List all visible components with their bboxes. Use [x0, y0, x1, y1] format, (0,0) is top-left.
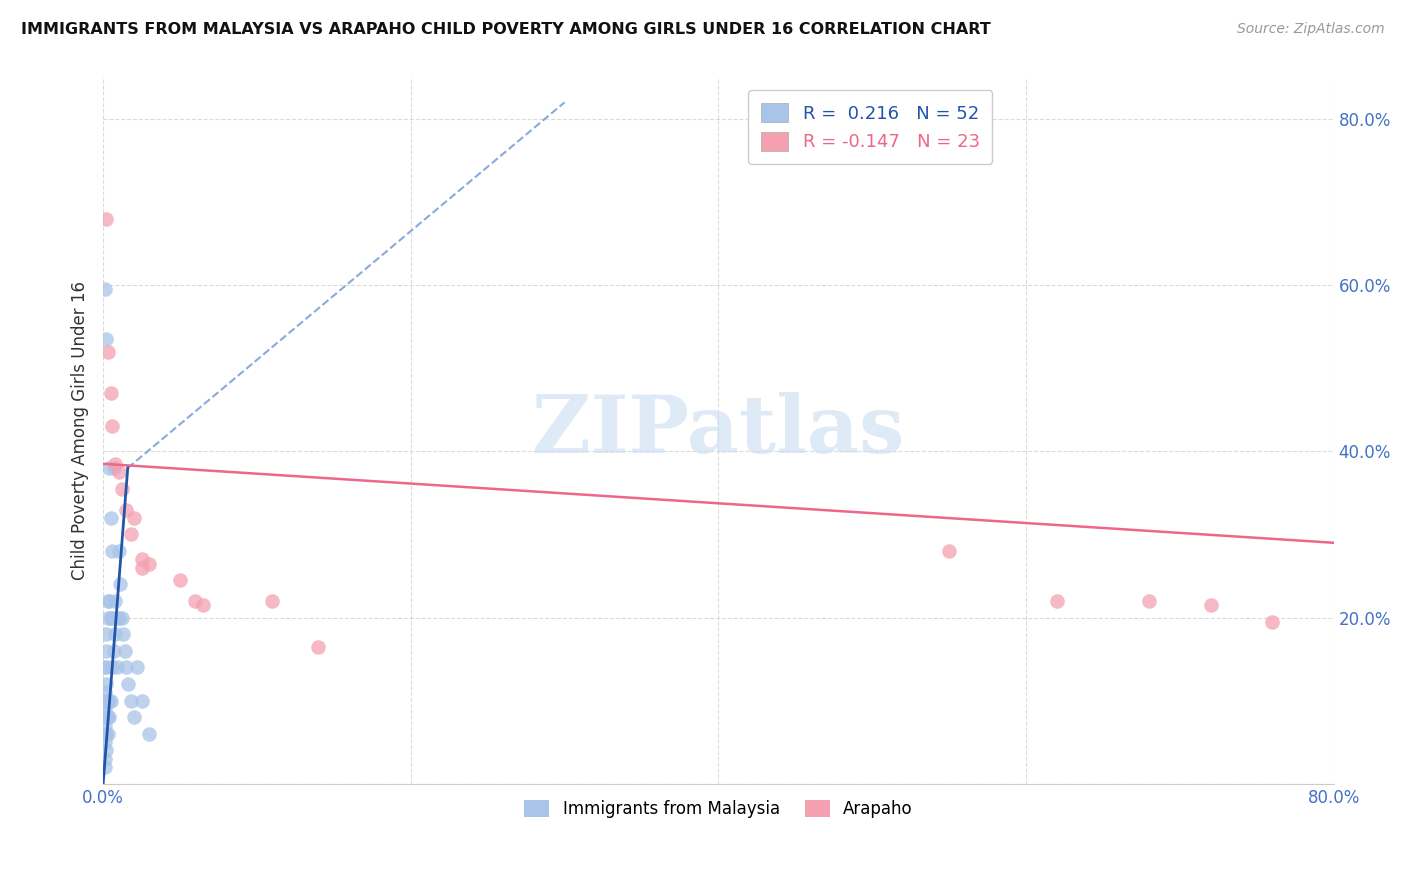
Point [93, 702, 115, 716]
Point [100, 610, 122, 624]
Point [96, 743, 118, 757]
Point [97, 344, 120, 359]
Text: IMMIGRANTS FROM MALAYSIA VS ARAPAHO CHILD POVERTY AMONG GIRLS UNDER 16 CORRELATI: IMMIGRANTS FROM MALAYSIA VS ARAPAHO CHIL… [21, 22, 991, 37]
Point [107, 465, 129, 479]
Point [96, 677, 118, 691]
Point [938, 544, 960, 558]
Point [1261, 615, 1284, 629]
Point [110, 482, 132, 496]
Point [108, 577, 131, 591]
Point [125, 660, 148, 674]
Point [98, 461, 121, 475]
Point [115, 502, 138, 516]
Point [120, 693, 142, 707]
Point [131, 560, 153, 574]
Point [105, 660, 128, 674]
Point [104, 457, 127, 471]
Point [93, 693, 115, 707]
Point [115, 660, 138, 674]
Point [96, 644, 118, 658]
Point [93, 727, 115, 741]
Text: Source: ZipAtlas.com: Source: ZipAtlas.com [1237, 22, 1385, 37]
Point [96, 710, 118, 724]
Point [97, 594, 120, 608]
Point [97, 710, 120, 724]
Point [169, 573, 191, 587]
Point [1046, 594, 1069, 608]
Point [104, 627, 127, 641]
Point [101, 610, 124, 624]
Point [100, 386, 122, 401]
Point [191, 598, 214, 612]
Point [104, 594, 127, 608]
Point [93, 760, 115, 774]
Point [110, 610, 132, 624]
Point [93, 660, 115, 674]
Point [96, 693, 118, 707]
Point [107, 544, 129, 558]
Legend: Immigrants from Malaysia, Arapaho: Immigrants from Malaysia, Arapaho [517, 793, 920, 825]
Point [98, 594, 121, 608]
Point [103, 461, 125, 475]
Point [117, 677, 139, 691]
Point [308, 640, 330, 654]
Y-axis label: Child Poverty Among Girls Under 16: Child Poverty Among Girls Under 16 [72, 281, 89, 580]
Point [103, 644, 125, 658]
Point [100, 511, 122, 525]
Point [93, 710, 115, 724]
Point [122, 511, 145, 525]
Point [131, 693, 153, 707]
Point [96, 332, 118, 346]
Point [114, 644, 136, 658]
Point [105, 610, 128, 624]
Point [98, 693, 121, 707]
Point [96, 660, 118, 674]
Text: ZIPatlas: ZIPatlas [533, 392, 904, 469]
Point [262, 594, 284, 608]
Point [97, 610, 120, 624]
Point [98, 710, 121, 724]
Point [97, 727, 120, 741]
Point [93, 282, 115, 296]
Point [1199, 598, 1222, 612]
Point [96, 727, 118, 741]
Point [138, 727, 160, 741]
Point [107, 610, 129, 624]
Point [100, 693, 122, 707]
Point [101, 544, 124, 558]
Point [93, 718, 115, 732]
Point [101, 419, 124, 434]
Point [97, 693, 120, 707]
Point [96, 211, 118, 226]
Point [93, 685, 115, 699]
Point [93, 735, 115, 749]
Point [122, 710, 145, 724]
Point [112, 627, 135, 641]
Point [138, 557, 160, 571]
Point [93, 752, 115, 766]
Point [131, 552, 153, 566]
Point [184, 594, 207, 608]
Point [96, 627, 118, 641]
Point [120, 527, 142, 541]
Point [101, 660, 124, 674]
Point [1137, 594, 1160, 608]
